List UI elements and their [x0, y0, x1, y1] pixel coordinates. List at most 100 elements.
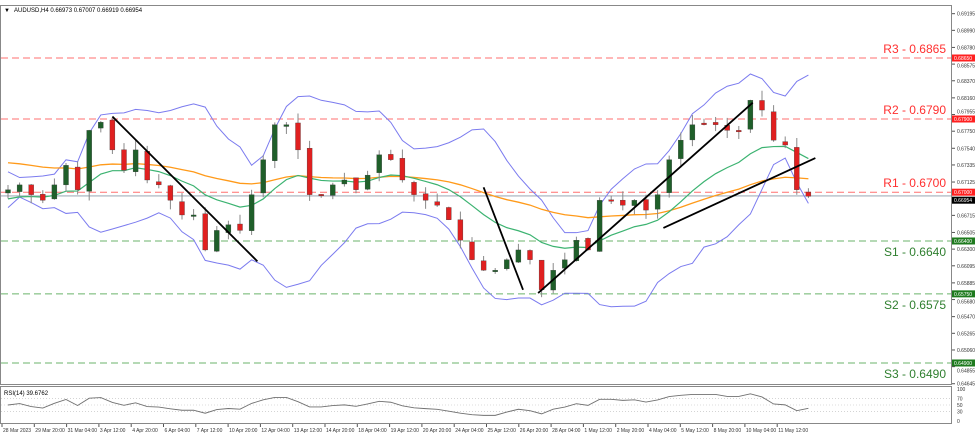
- support-label: S1 - 0.6640: [884, 245, 946, 259]
- bearish-candle: [701, 122, 707, 125]
- y-tick-label: 0.68780: [957, 45, 975, 51]
- bearish-candle: [144, 151, 150, 181]
- y-tick-label: 0.67335: [957, 163, 975, 169]
- x-tick-label: 28 Apr 04:00: [552, 428, 581, 434]
- x-tick-label: 13 Apr 12:00: [294, 428, 323, 434]
- x-tick-label: 10 Apr 20:00: [229, 428, 258, 434]
- y-tick-label: 0.67540: [957, 146, 975, 152]
- bullish-candle: [341, 179, 348, 185]
- bearish-candle: [40, 194, 46, 201]
- bullish-candle: [51, 184, 58, 200]
- rsi-tick-label: 50: [957, 403, 963, 409]
- support-label: S3 - 0.6490: [884, 367, 946, 381]
- x-tick-label: 4 Apr 20:00: [132, 428, 158, 434]
- bollinger-upper-band: [7, 73, 809, 234]
- bearish-candle: [480, 260, 487, 271]
- y-tick-label: 0.65885: [957, 281, 975, 287]
- x-tick-label: 19 Apr 12:00: [391, 428, 420, 434]
- x-tick-label: 6 Apr 04:00: [165, 428, 191, 434]
- x-tick-label: 25 Apr 12:00: [488, 428, 517, 434]
- bearish-candle: [167, 185, 174, 201]
- bullish-candle: [654, 194, 661, 210]
- x-tick-label: 14 Apr 20:00: [326, 428, 355, 434]
- bearish-candle: [156, 181, 162, 186]
- bullish-candle: [63, 165, 69, 186]
- y-tick-label: 0.68160: [957, 96, 975, 102]
- current-price-tag: [952, 196, 975, 204]
- y-tick-label: 0.68990: [957, 28, 975, 34]
- bearish-candle: [620, 199, 626, 206]
- price-tag: [952, 290, 975, 298]
- y-tick-label: 0.66300: [957, 247, 975, 253]
- bearish-candle: [295, 122, 301, 151]
- bearish-candle: [538, 259, 545, 290]
- bullish-candle: [86, 130, 92, 192]
- bullish-candle: [272, 124, 278, 161]
- bearish-candle: [422, 193, 429, 201]
- trendline: [663, 157, 816, 229]
- y-tick-label: 0.64855: [957, 368, 975, 374]
- bullish-candle: [596, 200, 603, 252]
- rsi-tick-label: 100: [957, 387, 966, 393]
- y-tick-label: 0.66715: [957, 213, 975, 219]
- y-tick-label: 0.67750: [957, 129, 975, 135]
- bearish-candle: [353, 177, 359, 190]
- bullish-candle: [562, 259, 568, 269]
- price-tag-label: 0.65750: [954, 292, 972, 298]
- bullish-candle: [747, 100, 754, 130]
- y-tick-label: 0.65680: [957, 299, 975, 305]
- bullish-candle: [492, 270, 498, 272]
- resistance-label: R1 - 0.6700: [883, 176, 946, 190]
- price-tag-label: 0.67000: [954, 190, 972, 196]
- x-tick-label: 20 Apr 20:00: [423, 428, 452, 434]
- bearish-candle: [527, 250, 533, 260]
- dropdown-arrow-icon[interactable]: ▼: [4, 8, 10, 14]
- price-tag: [952, 188, 975, 196]
- y-tick-label: 0.67125: [957, 180, 975, 186]
- bullish-candle: [260, 159, 266, 194]
- bearish-candle: [446, 207, 452, 220]
- bearish-candle: [608, 199, 614, 202]
- x-tick-label: 31 Mar 04:00: [68, 428, 98, 434]
- price-tag: [952, 115, 975, 123]
- x-tick-label: 12 Apr 04:00: [261, 428, 290, 434]
- bearish-candle: [306, 147, 313, 195]
- bearish-candle: [759, 100, 765, 111]
- bearish-candle: [770, 111, 777, 141]
- y-tick-label: 0.68575: [957, 64, 975, 70]
- bearish-candle: [388, 154, 394, 160]
- bollinger-lower-band: [7, 157, 809, 308]
- current-price-label: 0.66954: [954, 198, 972, 204]
- x-tick-label: 24 Apr 04:00: [455, 428, 484, 434]
- rsi-tick-label: 0: [957, 419, 960, 425]
- bullish-candle: [515, 249, 522, 263]
- x-tick-label: 1 May 12:00: [584, 428, 612, 434]
- bullish-candle: [573, 240, 580, 261]
- y-tick-label: 0.64645: [957, 382, 975, 388]
- trendline: [537, 102, 754, 294]
- x-tick-label: 28 Mar 2023: [3, 428, 31, 434]
- bullish-candle: [504, 259, 510, 270]
- bullish-candle: [190, 214, 197, 217]
- bullish-candle: [283, 124, 290, 127]
- bearish-candle: [179, 201, 185, 216]
- support-label: S2 - 0.6575: [884, 298, 946, 312]
- bullish-candle: [5, 189, 11, 194]
- y-tick-label: 0.66095: [957, 264, 975, 270]
- y-tick-label: 0.66505: [957, 230, 975, 236]
- rsi-label: RSI(14) 39.6762: [4, 391, 49, 397]
- bearish-candle: [411, 182, 417, 195]
- x-tick-label: 29 Mar 20:00: [35, 428, 65, 434]
- bearish-candle: [736, 130, 742, 133]
- chart-header: AUDUSD,H4 0.66973 0.67007 0.66919 0.6695…: [14, 8, 143, 14]
- x-tick-label: 8 May 20:00: [714, 428, 742, 434]
- bearish-candle: [643, 199, 649, 211]
- y-tick-label: 0.65060: [957, 348, 975, 354]
- bearish-candle: [712, 122, 719, 125]
- y-tick-label: 0.67955: [957, 109, 975, 115]
- bearish-candle: [794, 147, 800, 190]
- x-tick-label: 18 Apr 04:00: [358, 428, 387, 434]
- price-tag-label: 0.68650: [954, 56, 972, 62]
- price-tag-label: 0.66400: [954, 239, 972, 245]
